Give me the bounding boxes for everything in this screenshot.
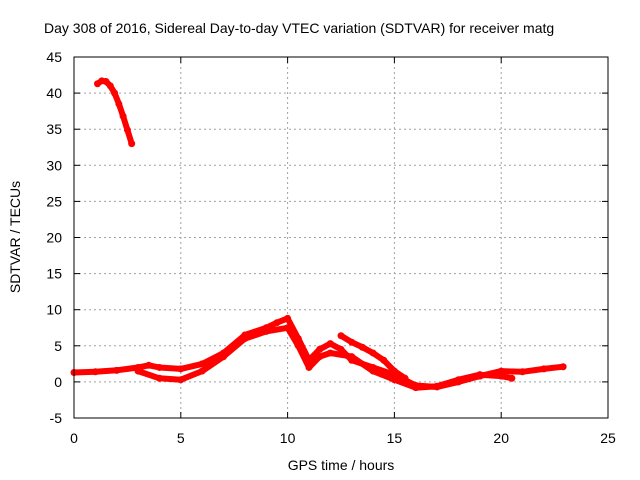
data-point bbox=[102, 78, 110, 86]
data-point bbox=[198, 360, 206, 368]
chart-title: Day 308 of 2016, Sidereal Day-to-day VTE… bbox=[44, 20, 554, 36]
data-point bbox=[177, 365, 185, 373]
y-axis-label: SDTVAR / TECUs bbox=[7, 181, 23, 293]
data-point bbox=[540, 365, 548, 373]
x-tick-label: 0 bbox=[70, 430, 78, 446]
data-point bbox=[128, 140, 136, 148]
y-tick-label: 40 bbox=[46, 85, 62, 101]
x-tick-label: 5 bbox=[177, 430, 185, 446]
data-point bbox=[305, 363, 313, 371]
data-point bbox=[241, 335, 249, 343]
data-point bbox=[91, 368, 99, 376]
data-point bbox=[390, 376, 398, 384]
data-point bbox=[508, 374, 516, 382]
data-point bbox=[145, 361, 153, 369]
x-axis-label: GPS time / hours bbox=[288, 457, 395, 473]
data-point bbox=[476, 371, 484, 379]
data-point bbox=[519, 368, 527, 376]
x-tick-label: 25 bbox=[600, 430, 616, 446]
data-point bbox=[412, 384, 420, 392]
data-point bbox=[177, 376, 185, 384]
grid bbox=[74, 57, 608, 418]
data-point bbox=[123, 126, 131, 134]
ticks: 0 5 10 15 20 25 -5 0 5 10 15 20 25 30 35 40 45 bbox=[46, 49, 616, 446]
data-point bbox=[106, 82, 114, 90]
y-tick-label: 15 bbox=[46, 266, 62, 282]
data-point bbox=[497, 372, 505, 380]
y-tick-label: 20 bbox=[46, 230, 62, 246]
y-tick-label: 5 bbox=[54, 338, 62, 354]
data-point bbox=[369, 367, 377, 375]
x-tick-label: 10 bbox=[280, 430, 296, 446]
data-point bbox=[559, 363, 567, 371]
data-point bbox=[316, 345, 324, 353]
data-point bbox=[401, 374, 409, 382]
data-point bbox=[337, 345, 345, 353]
data-point bbox=[220, 353, 228, 361]
data-point bbox=[348, 338, 356, 346]
data-point bbox=[115, 100, 123, 108]
x-tick-label: 15 bbox=[387, 430, 403, 446]
data-point bbox=[326, 349, 334, 357]
data-point bbox=[369, 349, 377, 357]
data-point bbox=[134, 367, 142, 375]
data-point bbox=[316, 353, 324, 361]
y-tick-label: 0 bbox=[54, 374, 62, 390]
data-point bbox=[198, 367, 206, 375]
y-tick-label: 10 bbox=[46, 302, 62, 318]
data-point bbox=[337, 332, 345, 340]
x-tick-label: 20 bbox=[493, 430, 509, 446]
data-point bbox=[111, 89, 119, 97]
data-point bbox=[358, 343, 366, 351]
data-point bbox=[284, 324, 292, 332]
data-point bbox=[113, 366, 121, 374]
y-tick-label: 45 bbox=[46, 49, 62, 65]
y-tick-label: 35 bbox=[46, 121, 62, 137]
data-point bbox=[348, 353, 356, 361]
data-point bbox=[497, 367, 505, 375]
data-point bbox=[326, 340, 334, 348]
data-point bbox=[380, 356, 388, 364]
data-point bbox=[294, 342, 302, 350]
data-point bbox=[155, 363, 163, 371]
data-point bbox=[119, 112, 127, 120]
y-tick-label: 30 bbox=[46, 157, 62, 173]
data-point bbox=[284, 314, 292, 322]
data-point bbox=[155, 374, 163, 382]
series-layer bbox=[70, 77, 567, 392]
data-point bbox=[273, 319, 281, 327]
y-tick-label: -5 bbox=[50, 410, 63, 426]
data-point bbox=[433, 382, 441, 390]
data-point bbox=[454, 376, 462, 384]
data-point bbox=[262, 327, 270, 335]
data-point bbox=[390, 367, 398, 375]
y-tick-label: 25 bbox=[46, 193, 62, 209]
